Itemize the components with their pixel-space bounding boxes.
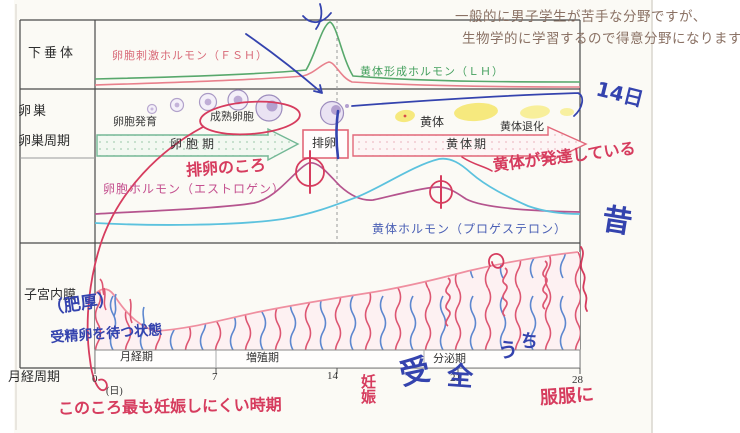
ovarian-hormone-curves	[94, 157, 581, 226]
red-pen-tail	[86, 126, 204, 391]
axis-tick-28: 28	[572, 374, 583, 386]
luteal-phase-label: 黄体期	[446, 137, 489, 151]
progesterone-curve	[94, 157, 581, 226]
annotation-pregnancy: 妊娠	[359, 374, 377, 404]
follicle-growth-label: 卵胞発育	[113, 116, 157, 128]
annotation-scribble-1: 受	[396, 352, 434, 393]
mature-follicle-label: 成熟卵胞	[210, 111, 254, 123]
axis-tick-7: 7	[212, 371, 218, 383]
axis-unit-label: (日)	[106, 386, 123, 397]
corpus-luteum-label: 黄体	[420, 115, 445, 129]
axis-tick-21: 21	[450, 372, 461, 384]
annotation-lining-note: 服服に	[539, 384, 595, 409]
fsh-label: 卵胞刺激ホルモン（ＦＳＨ）	[112, 50, 268, 62]
note-line-2: 生物学的に学習するので得意分野になります。	[462, 31, 740, 46]
note-line-1: 一般的に男子学生が苦手な分野ですが、	[455, 9, 707, 24]
estrogen-label: 卵胞ホルモン（エストロゲン）	[103, 182, 286, 196]
ovulation-label: 排卵	[312, 136, 337, 150]
lh-curve	[94, 21, 581, 83]
blue-pen-strokes	[245, 3, 584, 160]
menstrual-phase-label: 月経期	[120, 351, 153, 363]
row-label-pituitary: 下垂体	[28, 45, 77, 60]
progesterone-label: 黄体ホルモン（プロゲステロン）	[372, 222, 568, 236]
annotation-hard-to-conceive: このころ最も妊娠しにくい時期	[57, 395, 282, 418]
luteal-phase-arrow	[352, 125, 588, 164]
red-circle-mark-1	[295, 150, 325, 194]
secretory-phase-label: 分泌期	[433, 353, 466, 365]
annotation-scribble-2: 全	[445, 361, 475, 393]
corpus-luteum-blobs	[395, 102, 574, 123]
annotation-scribble-mukashi: 昔	[599, 201, 635, 242]
axis-ticks	[94, 368, 581, 374]
pituitary-hormone-curves	[94, 21, 581, 88]
lh-label: 黄体形成ホルモン（ＬＨ）	[360, 66, 504, 78]
follicular-phase-label: 卵胞期	[170, 137, 219, 151]
red-circle-mark-2	[429, 175, 453, 209]
axis-tick-0: 0	[92, 373, 98, 385]
estrogen-curve	[94, 162, 581, 215]
follicle-icons	[146, 89, 574, 126]
ovarian-cycle-bands	[96, 125, 588, 164]
annotation-scribble-3: う	[498, 338, 518, 362]
row-label-cycle-axis: 月経周期	[8, 369, 61, 384]
row-label-ovary-cycle: 卵巣周期	[18, 133, 71, 148]
proliferative-phase-label: 増殖期	[246, 352, 279, 364]
red-pen-strokes	[86, 100, 588, 391]
fsh-curve	[94, 61, 581, 88]
annotation-scribble-4: ち	[518, 329, 540, 354]
axis-tick-14: 14	[327, 370, 338, 382]
row-label-endometrium: 子宮内膜	[24, 287, 77, 302]
row-label-ovary: 卵巣	[18, 103, 49, 118]
follicular-phase-arrow	[96, 127, 300, 162]
luteum-regression-label: 黄体退化	[500, 121, 544, 133]
blue-luteal-span-line	[351, 92, 584, 117]
blue-arrow-to-ovulation	[245, 33, 323, 94]
